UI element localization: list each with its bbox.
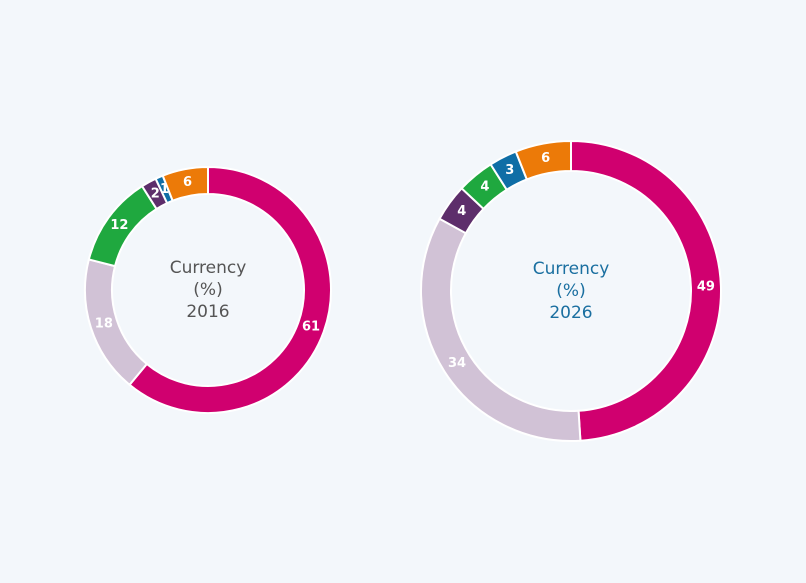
center-label: 2016 — [186, 302, 229, 322]
segment-label: 6 — [541, 151, 550, 166]
segment-label: 6 — [183, 175, 192, 190]
segment-label: 4 — [480, 179, 489, 194]
donut-segment — [420, 217, 582, 442]
segment-label: 4 — [457, 204, 466, 219]
center-label: (%) — [193, 280, 222, 300]
donut-segment — [514, 139, 572, 181]
center-label: (%) — [556, 281, 585, 301]
donut-segment — [128, 165, 332, 414]
center-label: 2026 — [549, 303, 592, 323]
segment-label: 34 — [448, 356, 466, 371]
segment-label: 18 — [95, 316, 113, 331]
center-label: Currency — [533, 259, 610, 279]
segment-label: 49 — [697, 279, 715, 294]
segment-label: 1 — [160, 182, 169, 197]
segment-label: 61 — [302, 320, 320, 335]
segment-label: 3 — [505, 163, 514, 178]
segment-label: 2 — [151, 187, 160, 202]
segment-label: 12 — [110, 218, 128, 233]
donut-segment — [570, 139, 722, 442]
center-label: Currency — [170, 258, 247, 278]
donut-segment — [161, 165, 209, 203]
